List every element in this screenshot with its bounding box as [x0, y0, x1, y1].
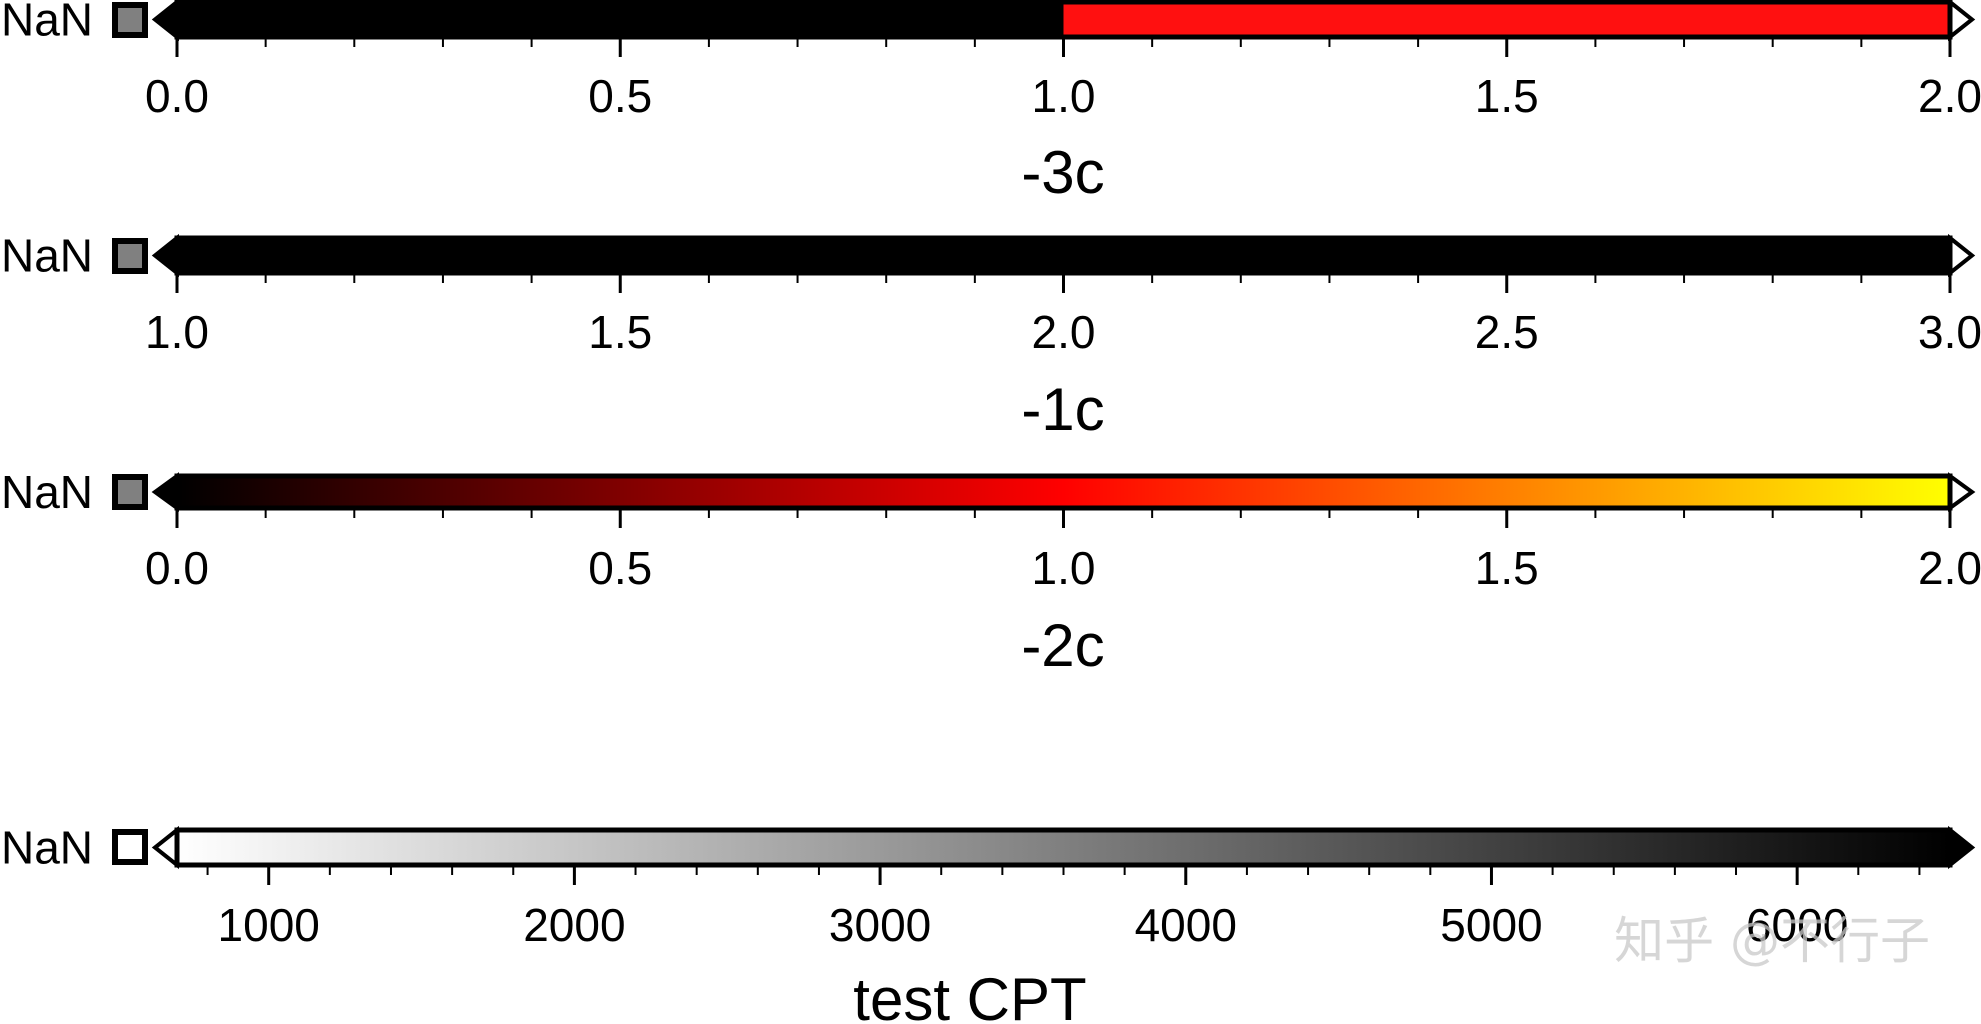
- colorbar-label: -2c: [1021, 612, 1104, 679]
- tick-label: 1.0: [145, 306, 209, 358]
- background-triangle: [151, 472, 179, 512]
- colorbar-2: NaN 1.0 1.5 2.0 2.5 3.0 -1c: [1, 230, 1981, 444]
- colorbar-1: NaN 0.0 0.5 1.0 1.5 2.0 -3c: [1, 0, 1981, 206]
- tick-label: 4000: [1135, 899, 1237, 951]
- foreground-triangle: [1948, 472, 1976, 512]
- background-triangle: [151, 0, 179, 42]
- colorbar-4: NaN 1000 2000 3000 4000 5000 6000 test CPT: [1, 822, 1976, 1024]
- colorbar-gradient: [174, 235, 1953, 276]
- tick-label: 2000: [523, 899, 625, 951]
- tick-label: 2.5: [1475, 306, 1539, 358]
- nan-swatch: [112, 829, 148, 865]
- nan-label: NaN: [1, 466, 93, 518]
- tick-label: 3.0: [1918, 306, 1981, 358]
- tick-label: 3000: [829, 899, 931, 951]
- colorbar-label: -1c: [1021, 376, 1104, 443]
- foreground-triangle: [1948, 233, 1976, 278]
- nan-label: NaN: [1, 0, 93, 46]
- tick-label: 1.0: [1032, 70, 1096, 122]
- tick-label: 2.0: [1918, 542, 1981, 594]
- tick-label: 1.5: [588, 306, 652, 358]
- tick-label: 2.0: [1918, 70, 1981, 122]
- tick-label: 0.0: [145, 542, 209, 594]
- background-triangle: [151, 233, 179, 278]
- nan-label: NaN: [1, 822, 93, 874]
- foreground-triangle: [1948, 0, 1976, 42]
- nan-label: NaN: [1, 230, 93, 282]
- tick-label: 1000: [218, 899, 320, 951]
- foreground-triangle: [1948, 825, 1976, 870]
- tick-label: 0.5: [588, 542, 652, 594]
- nan-swatch: [112, 2, 148, 38]
- colorbar-label: -3c: [1021, 139, 1104, 206]
- colorbar-gradient: [174, 473, 1953, 511]
- colorbar-gradient: [174, 827, 1953, 868]
- watermark-text: 知乎 @不行子: [1614, 912, 1930, 970]
- tick-label: 5000: [1440, 899, 1542, 951]
- colorbar-gradient: [174, 0, 1953, 40]
- colorbar-label: test CPT: [853, 966, 1086, 1024]
- tick-label: 1.5: [1475, 70, 1539, 122]
- nan-swatch: [112, 238, 148, 274]
- tick-label: 1.5: [1475, 542, 1539, 594]
- tick-label: 2.0: [1032, 306, 1096, 358]
- tick-label: 0.5: [588, 70, 652, 122]
- nan-swatch: [112, 474, 148, 510]
- tick-label: 6000: [1746, 899, 1848, 951]
- background-triangle: [151, 825, 179, 870]
- tick-label: 0.0: [145, 70, 209, 122]
- colorbar-3: NaN 0.0 0.5 1.0 1.5 2.0 -2c: [1, 466, 1981, 679]
- tick-label: 1.0: [1032, 542, 1096, 594]
